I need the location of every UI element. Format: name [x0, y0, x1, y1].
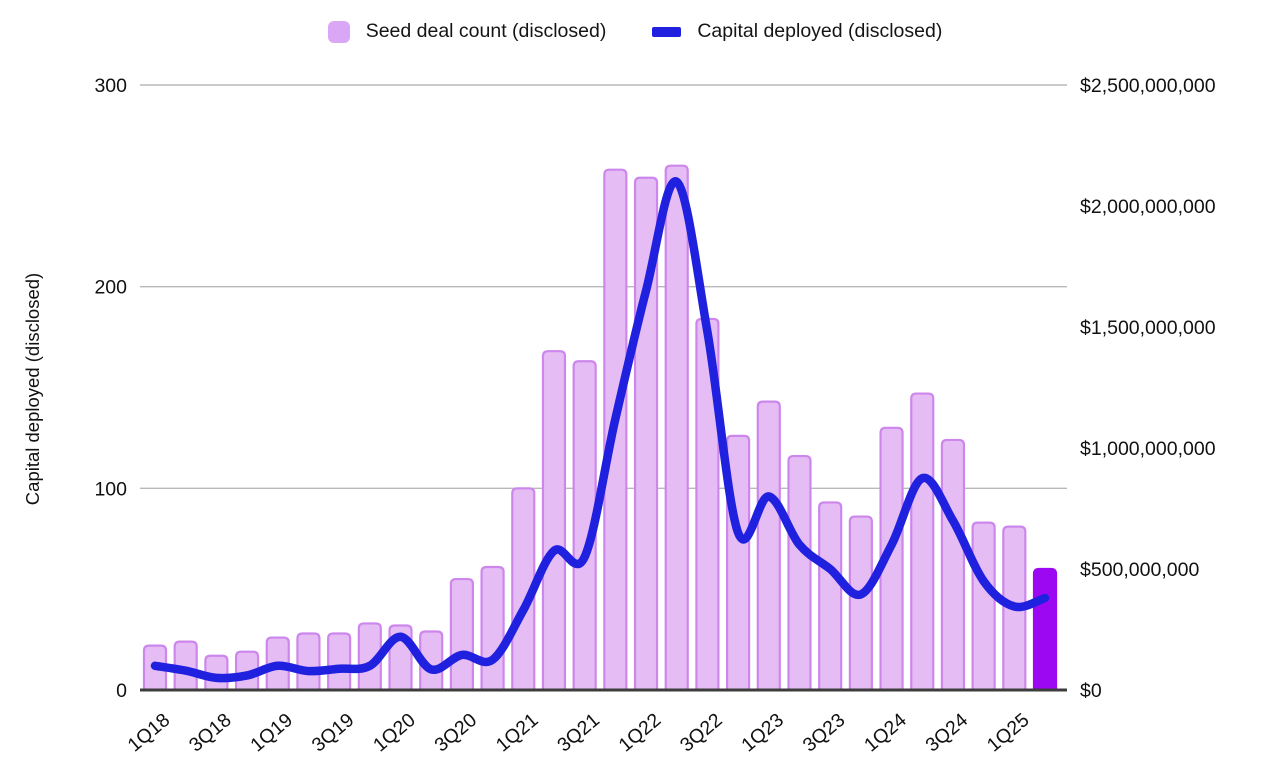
bar-2Q18: [173, 640, 198, 692]
bar-3Q23: [818, 501, 843, 692]
x-tick-3Q23: 3Q23: [799, 709, 850, 757]
bar-1Q21: [511, 487, 536, 692]
capital-deployed-line: [150, 177, 1050, 683]
bar-2Q21: [541, 350, 567, 692]
bar-3Q20: [449, 577, 474, 692]
bar-2Q25: [1032, 567, 1058, 692]
x-tick-1Q19: 1Q19: [246, 709, 297, 757]
chart-legend: Seed deal count (disclosed) Capital depl…: [0, 20, 1270, 43]
x-tick-3Q19: 3Q19: [308, 709, 359, 757]
left-tick-300: 300: [94, 75, 127, 97]
right-tick-3: $1,500,000,000: [1080, 317, 1216, 339]
line-series-swatch-icon: [652, 26, 682, 37]
left-tick-0: 0: [116, 680, 127, 702]
bar-4Q19: [357, 622, 382, 692]
left-tick-100: 100: [94, 478, 127, 500]
bar-4Q20: [480, 565, 505, 692]
bar-2Q22: [664, 164, 689, 692]
bar-3Q22: [695, 317, 720, 692]
bar-2Q19: [296, 632, 321, 692]
legend-item-seed-deal-count: Seed deal count (disclosed): [327, 20, 607, 43]
bar-2Q23: [787, 454, 812, 692]
right-tick-1: $500,000,000: [1080, 559, 1199, 581]
bar-4Q23: [848, 515, 873, 692]
x-tick-1Q21: 1Q21: [492, 709, 543, 757]
bar-4Q24: [971, 521, 996, 692]
legend-item-capital-deployed: Capital deployed (disclosed): [652, 20, 942, 43]
bar-3Q21: [572, 360, 597, 692]
x-tick-3Q18: 3Q18: [185, 709, 236, 757]
left-tick-200: 200: [94, 277, 127, 299]
right-tick-4: $2,000,000,000: [1080, 196, 1216, 218]
bar-1Q23: [756, 400, 781, 692]
legend-label-capital-deployed: Capital deployed (disclosed): [697, 20, 943, 42]
x-tick-3Q21: 3Q21: [553, 709, 604, 757]
bar-1Q24: [879, 426, 904, 692]
x-tick-1Q25: 1Q25: [983, 709, 1034, 757]
right-tick-5: $2,500,000,000: [1080, 75, 1216, 97]
bar-2Q20: [419, 630, 444, 692]
legend-label-seed-deal-count: Seed deal count (disclosed): [365, 20, 607, 42]
x-tick-3Q24: 3Q24: [921, 709, 972, 757]
x-tick-1Q18: 1Q18: [124, 709, 175, 757]
x-tick-1Q22: 1Q22: [615, 709, 666, 757]
right-tick-0: $0: [1080, 680, 1102, 702]
x-tick-3Q20: 3Q20: [430, 709, 481, 757]
right-tick-2: $1,000,000,000: [1080, 438, 1216, 460]
bar-3Q24: [940, 438, 966, 692]
x-tick-3Q22: 3Q22: [676, 709, 727, 757]
bar-3Q19: [327, 632, 352, 692]
x-tick-1Q23: 1Q23: [737, 709, 788, 757]
bar-series-swatch-icon: [327, 20, 350, 43]
x-tick-1Q20: 1Q20: [369, 709, 420, 757]
bar-2Q24: [910, 392, 935, 692]
x-tick-1Q24: 1Q24: [860, 709, 911, 757]
